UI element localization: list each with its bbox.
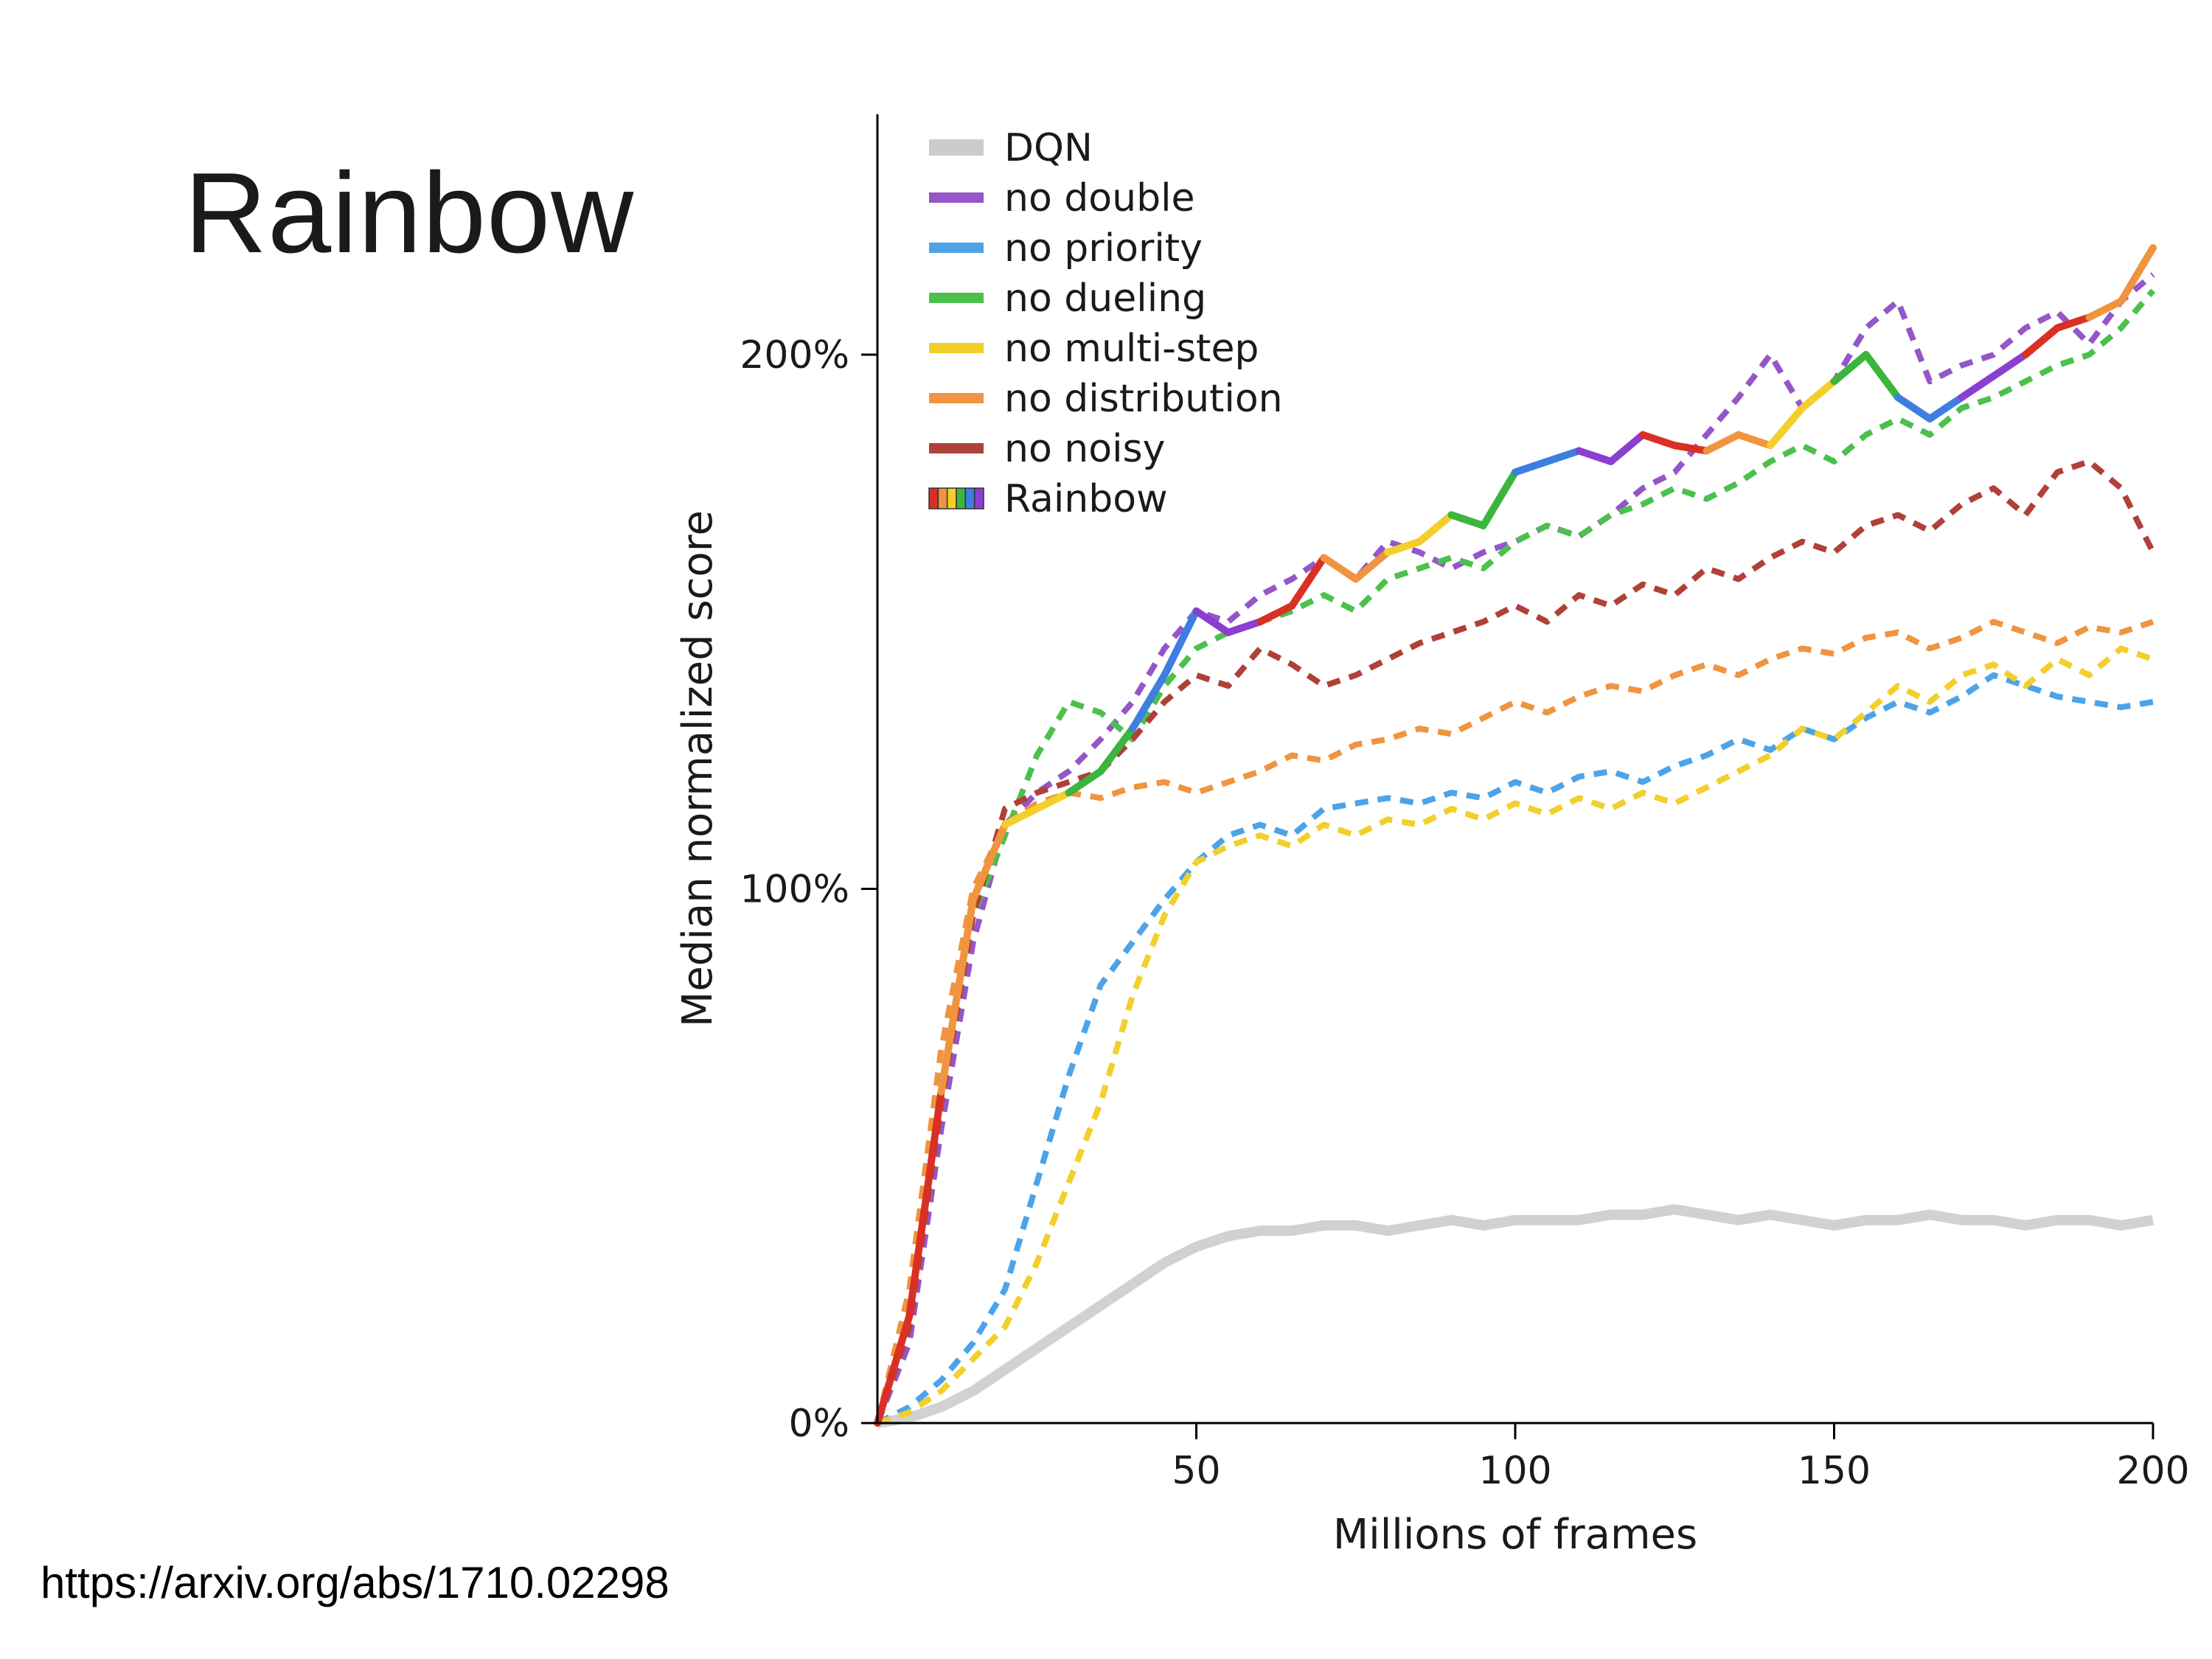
rainbow-ablation-chart: 0% 100% 200% 50 100 150 200 Millions of frames M… — [641, 59, 2197, 1637]
chart-svg: 0% 100% 200% 50 100 150 200 Millions of frames M… — [674, 114, 2190, 1559]
legend-label-rainbow: Rainbow — [1004, 477, 1168, 521]
series-line-no-distribution — [874, 619, 2154, 1424]
slide-title: Rainbow — [184, 149, 635, 276]
x-axis-label: Millions of frames — [1333, 1511, 1697, 1559]
legend-item-no-dueling: no dueling — [929, 276, 1206, 321]
legend-label-no-double: no double — [1004, 176, 1195, 220]
legend-item-dqn: DQN — [929, 126, 1093, 170]
legend-label-no-priority: no priority — [1004, 226, 1203, 271]
y-axis: 0% 100% 200% — [740, 333, 877, 1446]
legend-item-no-noisy: no noisy — [929, 427, 1165, 471]
y-tick-label: 200% — [740, 333, 849, 378]
legend-item-no-priority: no priority — [929, 226, 1203, 271]
series-line-no-double — [874, 272, 2155, 1425]
y-tick-label: 100% — [740, 868, 849, 912]
legend-label-no-noisy: no noisy — [1004, 427, 1165, 471]
series-line-no-multi-step — [876, 645, 2154, 1426]
x-tick-label: 150 — [1798, 1449, 1871, 1493]
series-line-no-priority — [876, 672, 2154, 1426]
legend-item-no-distribution: no distribution — [929, 377, 1283, 421]
legend: DQN no double no priority no dueling no mult… — [928, 126, 1283, 521]
y-axis-label: Median normalized score — [674, 510, 722, 1027]
series-line-no-dueling — [874, 288, 2156, 1425]
x-tick-label: 200 — [2116, 1449, 2189, 1493]
legend-item-no-double: no double — [929, 176, 1195, 220]
x-axis: 50 100 150 200 — [1172, 1423, 2190, 1493]
x-tick-label: 50 — [1172, 1449, 1220, 1493]
series-line-no-noisy — [874, 458, 2156, 1425]
series-lines — [874, 244, 2157, 1428]
series-line-rainbow — [874, 244, 2157, 1427]
x-tick-label: 100 — [1478, 1449, 1551, 1493]
legend-label-dqn: DQN — [1004, 126, 1093, 170]
legend-label-no-distribution: no distribution — [1004, 377, 1283, 421]
source-url: https://arxiv.org/abs/1710.02298 — [41, 1558, 669, 1607]
legend-label-no-multi-step: no multi-step — [1004, 327, 1259, 371]
legend-item-rainbow: Rainbow — [928, 477, 1168, 521]
series-line-dqn — [876, 1204, 2154, 1428]
legend-item-no-multi-step: no multi-step — [929, 327, 1259, 371]
legend-label-no-dueling: no dueling — [1004, 276, 1206, 321]
y-tick-label: 0% — [789, 1402, 850, 1446]
